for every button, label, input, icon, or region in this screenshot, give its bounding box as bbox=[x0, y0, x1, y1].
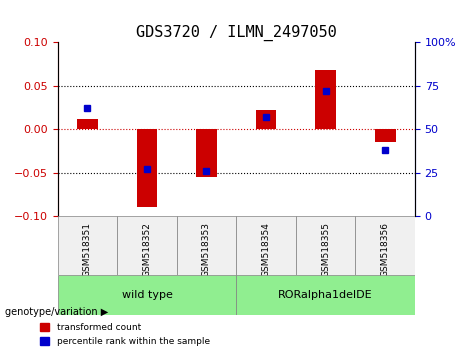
Bar bbox=[375, 129, 396, 142]
Text: GSM518351: GSM518351 bbox=[83, 222, 92, 277]
FancyBboxPatch shape bbox=[236, 275, 415, 315]
Title: GDS3720 / ILMN_2497050: GDS3720 / ILMN_2497050 bbox=[136, 25, 337, 41]
FancyBboxPatch shape bbox=[296, 216, 355, 275]
Text: genotype/variation ▶: genotype/variation ▶ bbox=[5, 307, 108, 316]
Text: GSM518356: GSM518356 bbox=[381, 222, 390, 277]
Bar bbox=[77, 119, 98, 129]
FancyBboxPatch shape bbox=[177, 216, 236, 275]
Text: GSM518354: GSM518354 bbox=[261, 222, 271, 277]
FancyBboxPatch shape bbox=[236, 216, 296, 275]
FancyBboxPatch shape bbox=[58, 216, 117, 275]
Text: GSM518353: GSM518353 bbox=[202, 222, 211, 277]
Text: GSM518355: GSM518355 bbox=[321, 222, 330, 277]
Bar bbox=[255, 110, 277, 129]
Text: RORalpha1delDE: RORalpha1delDE bbox=[278, 290, 373, 300]
Legend: transformed count, percentile rank within the sample: transformed count, percentile rank withi… bbox=[37, 320, 213, 349]
Text: GSM518352: GSM518352 bbox=[142, 222, 152, 277]
FancyBboxPatch shape bbox=[355, 216, 415, 275]
Bar bbox=[196, 129, 217, 177]
FancyBboxPatch shape bbox=[117, 216, 177, 275]
Text: wild type: wild type bbox=[122, 290, 172, 300]
Bar bbox=[136, 129, 157, 207]
FancyBboxPatch shape bbox=[58, 275, 236, 315]
Bar bbox=[315, 70, 336, 129]
